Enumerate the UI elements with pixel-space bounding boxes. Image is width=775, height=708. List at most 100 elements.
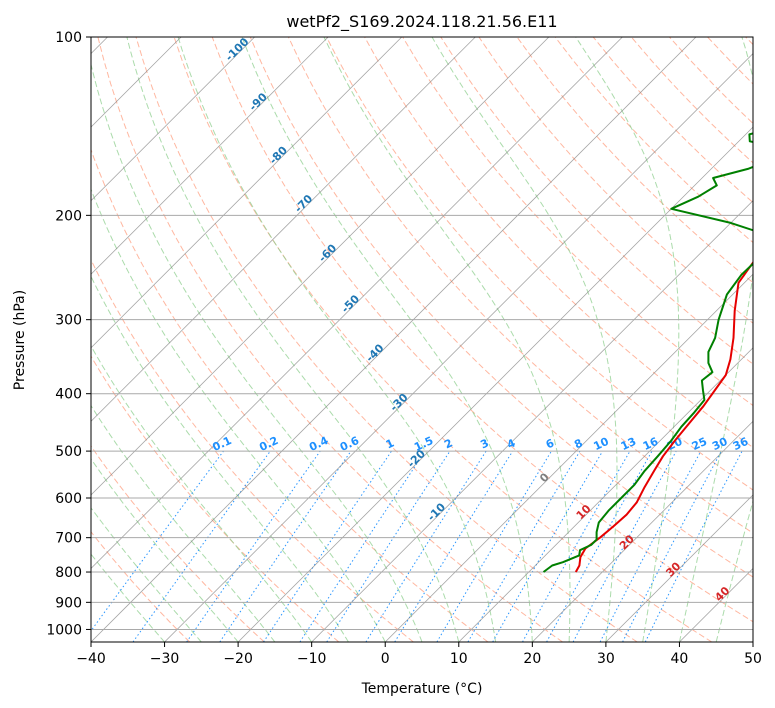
isotherm — [164, 52, 753, 642]
isotherm — [91, 37, 623, 570]
dry-adiabat — [91, 355, 340, 642]
dry-adiabat — [554, 37, 753, 244]
dry-adiabat — [707, 37, 753, 85]
y-tick-label: 600 — [55, 491, 82, 507]
moist-adiabat — [91, 275, 349, 642]
mixing-ratio-line — [132, 450, 271, 642]
mixing-ratio-line — [644, 450, 743, 642]
mixing-ratio-line — [394, 450, 514, 642]
mixing-ratio-label: 3 — [478, 436, 490, 451]
mixing-ratio-label: 36 — [731, 435, 751, 453]
moist-adiabat — [678, 37, 753, 642]
dry-adiabat — [91, 445, 265, 642]
mixing-ratio-line — [546, 450, 653, 642]
mixing-ratio-line — [522, 450, 631, 642]
x-tick-label: −40 — [76, 651, 106, 667]
dry-adiabat — [249, 37, 753, 578]
x-tick-label: 10 — [450, 651, 468, 667]
isotherm — [532, 420, 753, 642]
mixing-ratio-label: 13 — [619, 435, 638, 453]
mixing-ratio-line — [326, 450, 451, 642]
moist-adiabat — [715, 498, 753, 642]
dry-adiabat-label: -50 — [339, 292, 362, 315]
isotherm — [91, 37, 255, 202]
isotherm — [91, 37, 329, 275]
mixing-ratio-label: 30 — [710, 435, 730, 453]
moist-adiabat — [241, 37, 533, 642]
x-tick-label: 0 — [381, 651, 390, 667]
mixing-ratio-line — [186, 450, 321, 642]
x-tick-label: −20 — [223, 651, 253, 667]
isotherm — [384, 273, 753, 642]
y-tick-label: 1000 — [46, 622, 82, 638]
y-axis-label: Pressure (hPa) — [12, 290, 28, 390]
y-tick-label: 700 — [55, 531, 82, 547]
moist-adiabat — [126, 37, 460, 642]
x-tick-label: −30 — [150, 651, 180, 667]
isotherm — [91, 37, 403, 349]
isotherm — [311, 200, 753, 642]
mixing-ratio-line — [91, 450, 224, 632]
mixing-ratio-label: 10 — [592, 435, 612, 453]
moist-adiabat — [431, 37, 618, 642]
moist-adiabat — [91, 507, 202, 642]
dry-adiabat — [745, 37, 753, 46]
isotherm — [679, 567, 753, 642]
dry-adiabat-label: -100 — [223, 35, 252, 64]
isotherm — [91, 37, 697, 642]
isotherm — [458, 347, 753, 642]
x-tick-label: −10 — [297, 651, 327, 667]
mixing-ratio-line — [263, 450, 392, 642]
dry-adiabat — [135, 37, 638, 642]
dry-adiabat — [592, 37, 753, 204]
dry-adiabat — [669, 37, 753, 125]
dry-adiabat — [97, 37, 563, 642]
mixing-ratio-label: 6 — [544, 436, 557, 451]
x-tick-label: 20 — [523, 651, 541, 667]
dry-adiabat — [402, 37, 753, 407]
y-tick-label: 800 — [55, 565, 82, 581]
y-tick-label: 400 — [55, 387, 82, 403]
x-axis-label: Temperature (°C) — [361, 681, 483, 697]
isotherm — [605, 494, 753, 642]
dry-adiabat — [516, 37, 753, 284]
dewpoint-profile — [542, 132, 753, 573]
y-tick-label: 500 — [55, 444, 82, 460]
moist-adiabat — [91, 457, 239, 642]
isotherm — [91, 37, 476, 422]
dry-adiabat — [173, 37, 713, 642]
isotherm — [752, 641, 753, 642]
y-tick-label: 300 — [55, 313, 82, 329]
mixing-ratio-line — [219, 450, 352, 642]
mixing-ratio-line — [572, 450, 677, 642]
mixing-ratio-label: 25 — [690, 435, 709, 453]
dry-adiabat-label: -10 — [425, 500, 448, 523]
chart-title: wetPf2_S169.2024.118.21.56.E11 — [286, 12, 557, 32]
moist-adiabat — [91, 188, 386, 642]
x-tick-label: 30 — [597, 651, 615, 667]
isotherm — [91, 37, 550, 496]
moist-adiabat — [91, 62, 423, 642]
moist-adiabat — [91, 553, 165, 642]
mixing-ratio-line — [436, 450, 552, 642]
x-tick-label: 50 — [744, 651, 762, 667]
y-tick-label: 100 — [55, 30, 82, 46]
moist-adiabat-label: 30 — [663, 559, 683, 579]
moist-adiabat — [91, 345, 313, 642]
isotherm — [237, 126, 753, 642]
dry-adiabat — [91, 148, 489, 642]
dry-adiabat — [326, 37, 753, 491]
y-tick-label: 900 — [55, 595, 82, 611]
moist-adiabat — [575, 37, 680, 642]
temperature-profile — [574, 261, 753, 573]
dry-adiabat-label: -60 — [316, 241, 339, 264]
dry-adiabat-label: -70 — [292, 192, 315, 215]
moist-adiabat-label: 20 — [617, 532, 637, 552]
moist-adiabat — [91, 404, 276, 642]
dry-adiabat — [91, 531, 191, 642]
x-tick-label: 40 — [671, 651, 689, 667]
mixing-ratio-label: 16 — [641, 435, 661, 453]
moist-adiabat — [177, 37, 497, 642]
